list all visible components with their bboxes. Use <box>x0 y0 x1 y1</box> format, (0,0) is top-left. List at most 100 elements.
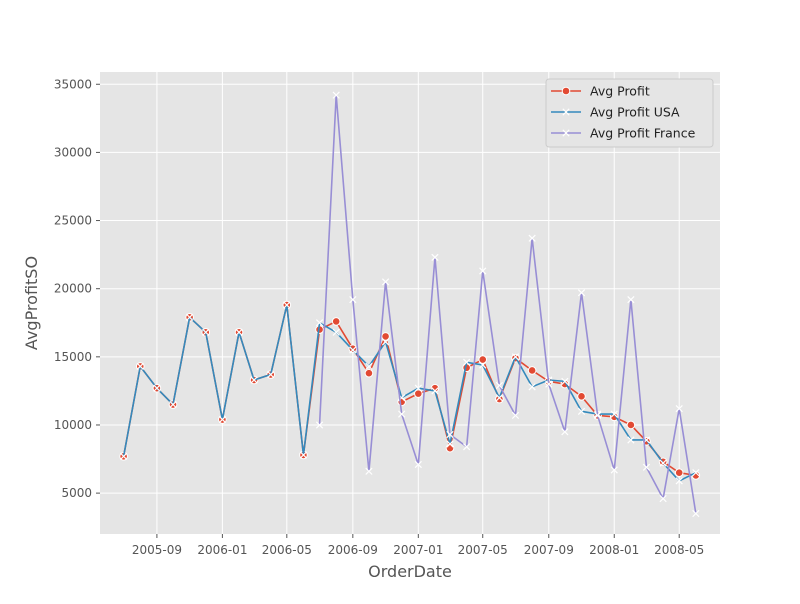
data-point-avg-profit-france <box>627 295 635 304</box>
data-point-avg-profit-usa <box>381 338 390 346</box>
data-point-avg-profit-france <box>659 494 667 503</box>
data-point-avg-profit <box>478 355 488 364</box>
data-point-avg-profit-usa <box>414 384 422 392</box>
data-point-avg-profit-france <box>495 381 504 390</box>
legend-item-avg-profit-france: Avg Profit France <box>551 126 696 141</box>
x-tick-label: 2007-09 <box>524 543 574 557</box>
legend-item-avg-profit-usa: Avg Profit USA <box>551 105 680 120</box>
data-point-avg-profit-usa <box>446 440 454 448</box>
legend-swatch-marker <box>562 129 570 137</box>
series-line-avg-profit-france <box>318 94 697 514</box>
data-point-avg-profit-france <box>528 234 536 242</box>
x-tick-label: 2007-05 <box>458 543 508 557</box>
data-point-avg-profit-usa <box>299 451 308 459</box>
data-point-avg-profit-france <box>675 404 683 413</box>
plot-area <box>100 72 720 534</box>
data-point-avg-profit-france <box>610 466 618 474</box>
legend-item-avg-profit: Avg Profit <box>551 84 650 99</box>
series-layer <box>119 91 701 518</box>
data-point-avg-profit-usa <box>495 394 504 402</box>
data-point-avg-profit <box>674 468 684 477</box>
x-tick-label: 2006-05 <box>262 543 312 557</box>
data-point-avg-profit-usa <box>528 383 536 391</box>
series-avg-profit-france <box>315 91 700 518</box>
legend-label: Avg Profit <box>590 84 650 99</box>
data-point-avg-profit <box>397 397 406 407</box>
grid <box>100 72 720 534</box>
data-point-avg-profit-france <box>349 295 357 304</box>
data-point-avg-profit-usa <box>349 346 357 354</box>
data-point-avg-profit-usa <box>119 452 128 460</box>
data-point-avg-profit-usa <box>283 301 291 309</box>
data-point-avg-profit-usa <box>202 328 210 336</box>
data-point-avg-profit <box>414 389 423 398</box>
data-point-avg-profit-usa <box>479 361 487 369</box>
data-point-avg-profit <box>495 394 504 404</box>
x-axis-ticks: 2005-09 2006-01 2006-05 2006-09 2007-01 2007-… <box>132 534 704 557</box>
data-point-avg-profit-france <box>511 411 520 420</box>
data-point-avg-profit-france <box>381 278 390 286</box>
data-point-avg-profit <box>348 344 358 353</box>
data-point-avg-profit-france <box>414 460 422 469</box>
data-point-avg-profit-usa <box>627 436 635 444</box>
legend: Avg Profit Avg Profit USA Avg Profit Franc… <box>545 78 714 148</box>
series-line-avg-profit-usa <box>122 304 697 482</box>
data-point-avg-profit-usa <box>692 469 700 477</box>
y-tick-label: 15000 <box>54 350 92 364</box>
x-tick-label: 2005-09 <box>132 543 182 557</box>
data-point-avg-profit-france <box>398 410 406 418</box>
data-point-avg-profit-france <box>332 91 340 99</box>
y-tick-label: 35000 <box>54 77 92 91</box>
data-point-avg-profit-usa <box>463 358 471 366</box>
data-point-avg-profit-usa <box>332 328 340 336</box>
data-point-avg-profit-france <box>446 430 454 439</box>
data-point-avg-profit <box>381 332 390 341</box>
y-tick-label: 5000 <box>61 486 92 500</box>
y-axis-label: AvgProfitSO <box>22 256 41 350</box>
x-axis-label: OrderDate <box>368 562 452 581</box>
series-avg-profit-usa <box>119 301 700 485</box>
data-point-avg-profit-france <box>365 467 373 475</box>
data-point-avg-profit-usa <box>511 353 520 361</box>
data-point-avg-profit-usa <box>315 319 324 327</box>
data-point-avg-profit-usa <box>561 377 569 385</box>
data-point-avg-profit-france <box>642 463 651 471</box>
data-point-avg-profit-usa <box>218 415 227 424</box>
x-tick-label: 2006-09 <box>328 543 378 557</box>
data-point-avg-profit-france <box>561 428 569 436</box>
data-point-avg-profit-usa <box>610 410 618 418</box>
legend-swatch-marker <box>562 108 570 116</box>
y-tick-label: 10000 <box>54 418 92 432</box>
y-axis-ticks: 5000 10000 15000 20000 25000 30000 35000 <box>54 77 100 500</box>
data-point-avg-profit-france <box>431 253 439 261</box>
data-point-avg-profit <box>626 420 636 430</box>
x-tick-label: 2008-01 <box>589 543 639 557</box>
data-point-avg-profit <box>577 392 586 401</box>
data-point-avg-profit <box>445 443 455 453</box>
data-point-avg-profit-france <box>593 411 602 420</box>
legend-box <box>545 78 714 148</box>
data-point-avg-profit-usa <box>577 407 586 415</box>
y-tick-label: 25000 <box>54 214 92 228</box>
data-point-avg-profit <box>331 317 341 326</box>
y-tick-label: 20000 <box>54 282 92 296</box>
data-point-avg-profit-france <box>545 380 553 388</box>
data-point-avg-profit <box>609 412 619 422</box>
data-point-avg-profit-usa <box>136 362 144 370</box>
data-point-avg-profit-usa <box>186 313 194 321</box>
data-point-avg-profit-france <box>692 509 700 518</box>
data-point-avg-profit-france <box>479 267 487 275</box>
legend-label: Avg Profit USA <box>590 105 680 120</box>
data-point-avg-profit-usa <box>675 477 683 485</box>
x-tick-label: 2007-01 <box>393 543 443 557</box>
data-point-avg-profit-usa <box>250 376 258 384</box>
data-point-avg-profit <box>527 366 537 375</box>
data-point-avg-profit-usa <box>235 328 243 336</box>
data-point-avg-profit-usa <box>267 370 275 379</box>
data-point-avg-profit-usa <box>169 400 177 409</box>
data-point-avg-profit-france <box>463 443 471 451</box>
y-tick-label: 30000 <box>54 145 92 159</box>
data-point-avg-profit-usa <box>431 387 439 395</box>
